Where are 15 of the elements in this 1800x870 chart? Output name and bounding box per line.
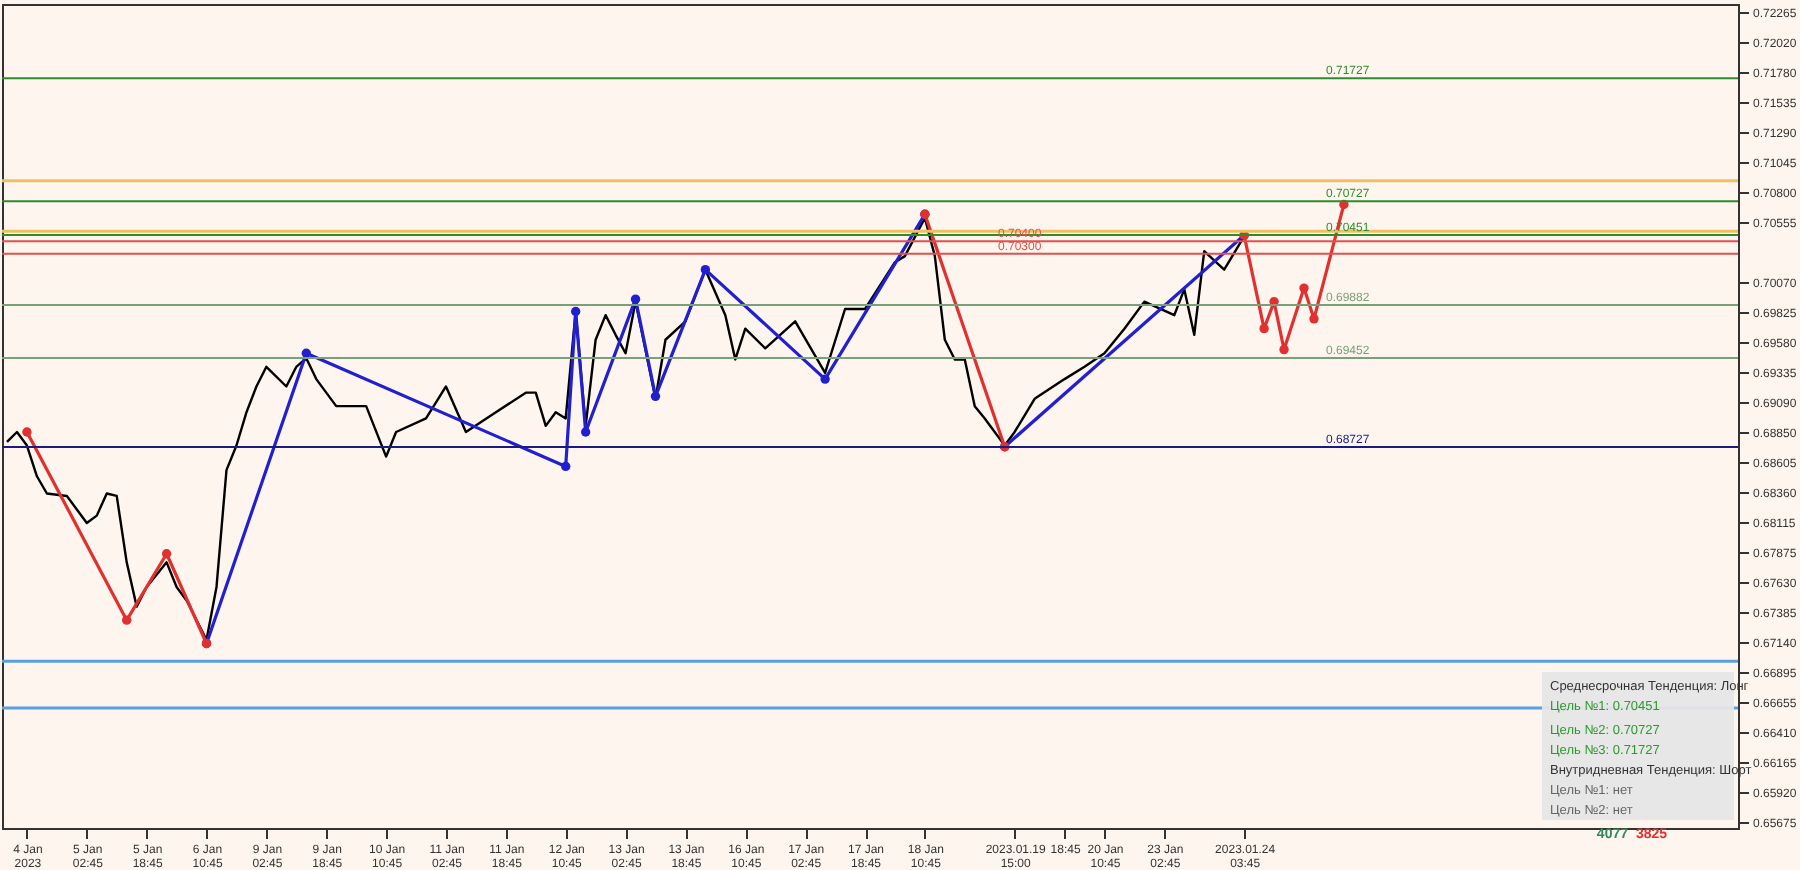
- point: [561, 461, 571, 472]
- point: [22, 427, 32, 437]
- point: [570, 306, 581, 317]
- point: [1279, 344, 1289, 355]
- point: [1259, 324, 1269, 334]
- point: [700, 264, 711, 275]
- point: [301, 348, 311, 358]
- point: [122, 615, 132, 625]
- point: [580, 427, 591, 437]
- point: [650, 391, 661, 401]
- point: [1299, 283, 1309, 293]
- point: [630, 294, 641, 304]
- point: [820, 374, 830, 384]
- point: [1309, 314, 1319, 324]
- point: [161, 549, 172, 559]
